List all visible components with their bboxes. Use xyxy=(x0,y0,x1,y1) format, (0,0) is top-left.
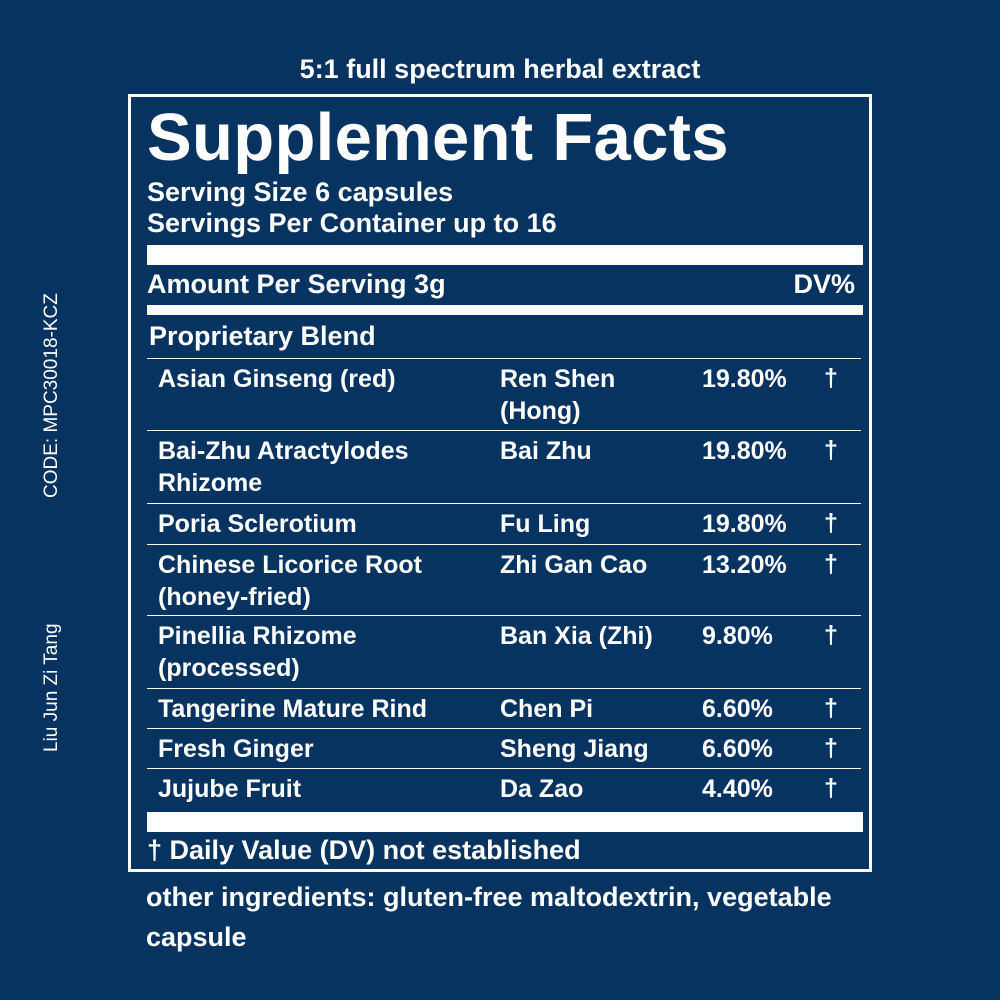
ingredient-percent: 13.20% xyxy=(702,551,787,579)
ingredient-percent: 6.60% xyxy=(702,695,773,723)
ingredient-row: Jujube Fruit Da Zao 4.40% † xyxy=(147,768,861,813)
ingredient-name: Pinellia Rhizome (processed) xyxy=(158,622,357,682)
ingredient-name: Fresh Ginger xyxy=(158,735,314,763)
ingredient-row: Chinese Licorice Root (honey-fried) Zhi … xyxy=(147,544,861,616)
ingredient-name: Poria Sclerotium xyxy=(158,510,357,538)
ingredient-pinyin: Zhi Gan Cao xyxy=(500,551,648,579)
amount-per-serving: Amount Per Serving 3g xyxy=(147,269,446,299)
ingredient-row: Tangerine Mature Rind Chen Pi 6.60% † xyxy=(147,688,861,729)
supplement-facts-panel: Supplement Facts Serving Size 6 capsules… xyxy=(128,94,872,872)
dv-header: DV% xyxy=(793,269,855,299)
ingredient-pinyin: Da Zao xyxy=(500,775,584,803)
dagger-mark: † xyxy=(824,550,838,578)
ingredient-pinyin: Ban Xia (Zhi) xyxy=(500,622,653,650)
ingredient-percent: 19.80% xyxy=(702,510,787,538)
ingredient-pinyin: Sheng Jiang xyxy=(500,735,649,763)
other-ingredients: other ingredients: gluten-free maltodext… xyxy=(146,882,832,952)
panel-title: Supplement Facts xyxy=(147,100,729,175)
proprietary-blend-label: Proprietary Blend xyxy=(149,321,376,351)
dagger-mark: † xyxy=(824,436,838,464)
ingredient-row: Bai-Zhu Atractylodes Rhizome Bai Zhu 19.… xyxy=(147,430,861,504)
ingredient-pinyin: Bai Zhu xyxy=(500,437,592,465)
ingredient-row: Pinellia Rhizome (processed) Ban Xia (Zh… xyxy=(147,615,861,689)
dagger-mark: † xyxy=(824,509,838,537)
ingredient-row: Fresh Ginger Sheng Jiang 6.60% † xyxy=(147,728,861,769)
ingredient-name: Jujube Fruit xyxy=(158,775,302,803)
ingredient-pinyin: Ren Shen (Hong) xyxy=(500,365,616,425)
ingredient-name: Tangerine Mature Rind xyxy=(158,695,428,723)
ingredient-percent: 19.80% xyxy=(702,437,787,465)
ingredient-percent: 6.60% xyxy=(702,735,773,763)
servings-per-container: Servings Per Container up to 16 xyxy=(147,208,557,238)
dagger-mark: † xyxy=(824,774,838,802)
ingredient-name: Bai-Zhu Atractylodes Rhizome xyxy=(158,437,409,497)
ingredient-name: Asian Ginseng (red) xyxy=(158,365,396,393)
extract-caption: 5:1 full spectrum herbal extract xyxy=(299,54,701,84)
dv-footnote: † Daily Value (DV) not established xyxy=(147,835,581,865)
serving-size: Serving Size 6 capsules xyxy=(147,177,454,207)
ingredient-name: Chinese Licorice Root (honey-fried) xyxy=(158,551,422,611)
ingredient-percent: 19.80% xyxy=(702,365,787,393)
dagger-mark: † xyxy=(824,694,838,722)
ingredient-pinyin: Chen Pi xyxy=(500,695,594,723)
divider-thick xyxy=(147,812,863,832)
dagger-mark: † xyxy=(824,621,838,649)
ingredient-row: Poria Sclerotium Fu Ling 19.80% † xyxy=(147,503,861,545)
product-name: Liu Jun Zi Tang xyxy=(41,623,62,752)
dagger-mark: † xyxy=(824,734,838,762)
dagger-mark: † xyxy=(824,364,838,392)
product-code: CODE: MPC30018-KCZ xyxy=(41,293,62,498)
ingredient-row: Asian Ginseng (red) Ren Shen (Hong) 19.8… xyxy=(147,358,861,431)
ingredient-percent: 4.40% xyxy=(702,775,773,803)
divider-medium xyxy=(147,305,863,315)
ingredient-pinyin: Fu Ling xyxy=(500,510,591,538)
ingredient-percent: 9.80% xyxy=(702,622,773,650)
divider-thick xyxy=(147,245,863,265)
